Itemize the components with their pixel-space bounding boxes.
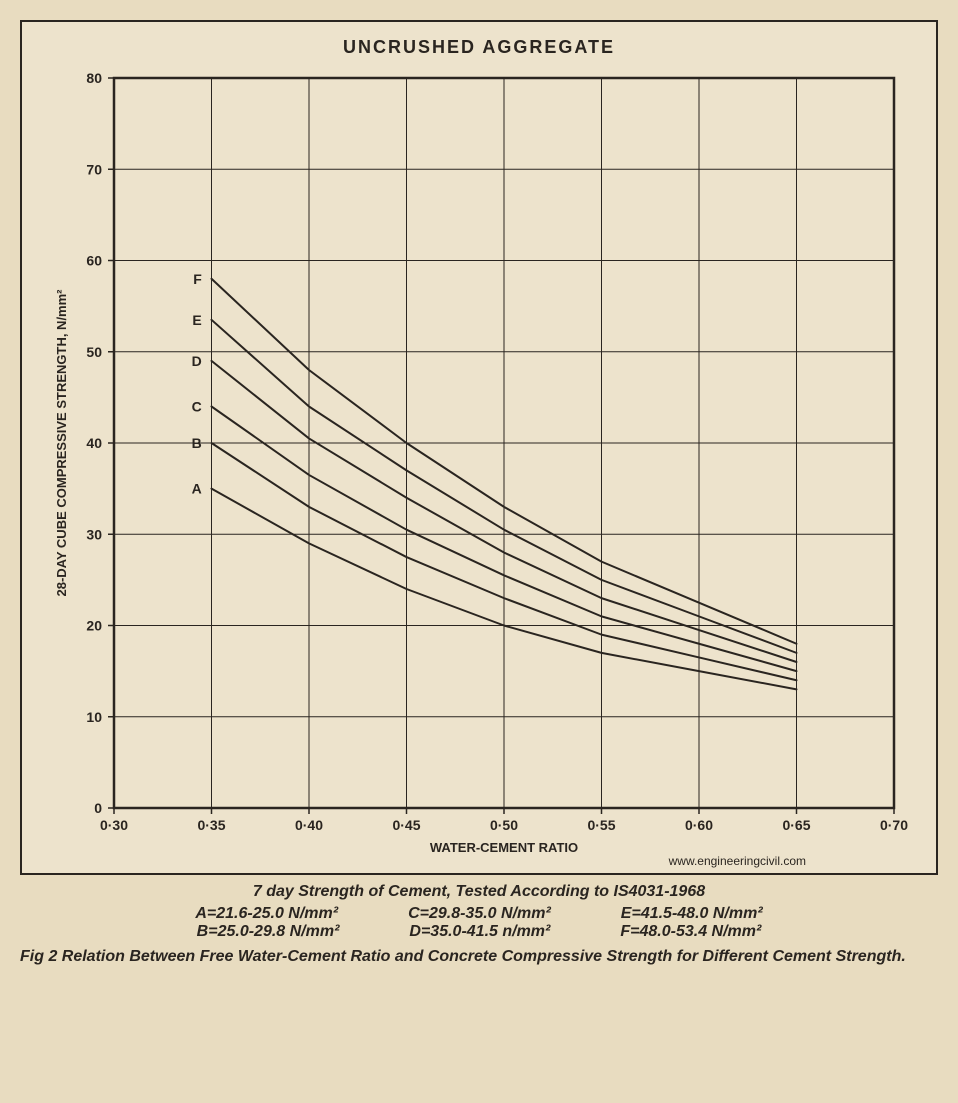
chart-svg: A B C D E F 0·30 0·35 0·40 0·45 0·50 0·55 0·60 0·65 0·… bbox=[44, 68, 914, 858]
svg-text:0·50: 0·50 bbox=[490, 817, 518, 833]
caption-subtitle: 7 day Strength of Cement, Tested Accordi… bbox=[20, 883, 938, 901]
svg-text:0·35: 0·35 bbox=[197, 817, 225, 833]
svg-text:F: F bbox=[193, 271, 202, 287]
chart-title: UNCRUSHED AGGREGATE bbox=[32, 37, 926, 58]
legend-f: F=48.0-53.4 N/mm² bbox=[620, 923, 761, 941]
legend-d: D=35.0-41.5 n/mm² bbox=[409, 923, 550, 941]
svg-text:E: E bbox=[192, 312, 201, 328]
svg-text:10: 10 bbox=[86, 709, 102, 725]
svg-text:WATER-CEMENT RATIO: WATER-CEMENT RATIO bbox=[430, 840, 578, 855]
svg-text:0·30: 0·30 bbox=[100, 817, 128, 833]
svg-text:0·55: 0·55 bbox=[587, 817, 615, 833]
svg-text:C: C bbox=[192, 399, 202, 415]
svg-text:0·60: 0·60 bbox=[685, 817, 713, 833]
svg-text:B: B bbox=[192, 435, 202, 451]
svg-text:60: 60 bbox=[86, 253, 102, 269]
legend-c: C=29.8-35.0 N/mm² bbox=[408, 905, 551, 923]
svg-text:0·70: 0·70 bbox=[880, 817, 908, 833]
legend-row-1: A=21.6-25.0 N/mm² C=29.8-35.0 N/mm² E=41… bbox=[20, 905, 938, 923]
legend-row-2: B=25.0-29.8 N/mm² D=35.0-41.5 n/mm² F=48… bbox=[20, 923, 938, 941]
svg-text:50: 50 bbox=[86, 344, 102, 360]
svg-text:0·45: 0·45 bbox=[392, 817, 420, 833]
svg-text:0·40: 0·40 bbox=[295, 817, 323, 833]
legend-a: A=21.6-25.0 N/mm² bbox=[195, 905, 338, 923]
figure-caption: Fig 2 Relation Between Free Water-Cement… bbox=[20, 947, 938, 968]
svg-text:80: 80 bbox=[86, 70, 102, 86]
legend-b: B=25.0-29.8 N/mm² bbox=[197, 923, 340, 941]
svg-text:D: D bbox=[192, 353, 202, 369]
svg-text:0: 0 bbox=[94, 800, 102, 816]
svg-text:28-DAY CUBE COMPRESSIVE STRENG: 28-DAY CUBE COMPRESSIVE STRENGTH, N/mm² bbox=[54, 289, 69, 597]
chart-area: A B C D E F 0·30 0·35 0·40 0·45 0·50 0·55 0·60 0·65 0·… bbox=[44, 68, 914, 858]
legend-e: E=41.5-48.0 N/mm² bbox=[621, 905, 763, 923]
svg-text:70: 70 bbox=[86, 161, 102, 177]
svg-text:40: 40 bbox=[86, 435, 102, 451]
caption-block: 7 day Strength of Cement, Tested Accordi… bbox=[20, 883, 938, 968]
chart-frame: UNCRUSHED AGGREGATE A B C D E F 0·30 0·35 0·40 0·… bbox=[20, 20, 938, 875]
svg-text:0·65: 0·65 bbox=[782, 817, 810, 833]
svg-text:30: 30 bbox=[86, 526, 102, 542]
svg-text:A: A bbox=[192, 481, 202, 497]
svg-text:20: 20 bbox=[86, 618, 102, 634]
